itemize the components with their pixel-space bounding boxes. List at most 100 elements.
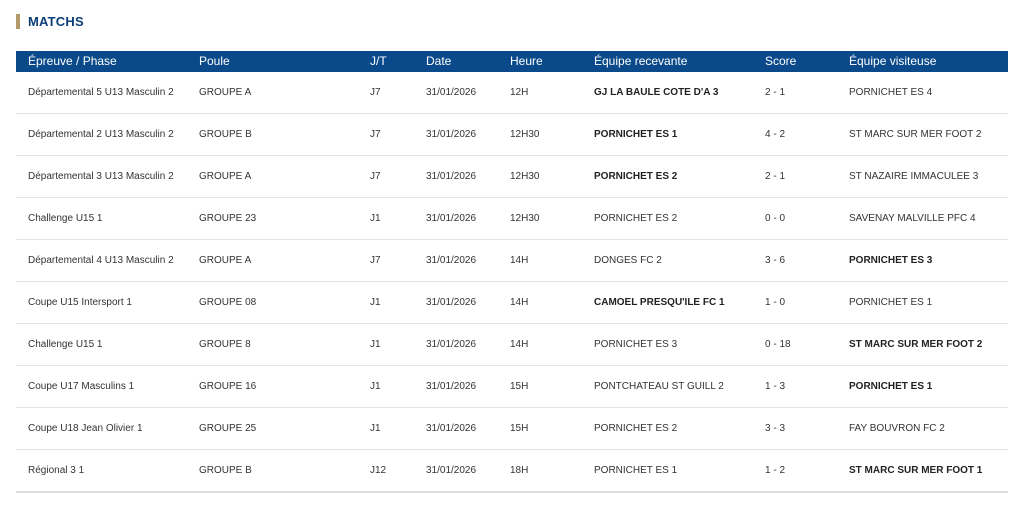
cell-epreuve: Départemental 2 U13 Masculin 2: [16, 113, 187, 156]
table-row[interactable]: Départemental 3 U13 Masculin 2 GROUPE A J7…: [16, 155, 1008, 198]
cell-equipe-recevante[interactable]: PORNICHET ES 2: [582, 197, 753, 240]
section-title: MATCHS: [28, 14, 84, 29]
section-header: MATCHS: [16, 14, 84, 29]
cell-jt: J1: [358, 407, 414, 450]
cell-epreuve: Challenge U15 1: [16, 323, 187, 366]
cell-equipe-recevante[interactable]: PORNICHET ES 2: [582, 407, 753, 450]
cell-equipe-visiteuse[interactable]: ST MARC SUR MER FOOT 2: [837, 113, 1008, 156]
cell-heure: 14H: [498, 323, 582, 366]
header-equipe-visiteuse[interactable]: Équipe visiteuse: [849, 54, 937, 68]
cell-poule: GROUPE 25: [187, 407, 358, 450]
cell-epreuve: Départemental 3 U13 Masculin 2: [16, 155, 187, 198]
header-heure[interactable]: Heure: [510, 54, 543, 68]
table-row[interactable]: Départemental 2 U13 Masculin 2 GROUPE B J7…: [16, 113, 1008, 156]
cell-heure: 12H30: [498, 155, 582, 198]
cell-epreuve: Coupe U15 Intersport 1: [16, 281, 187, 324]
table-row[interactable]: Challenge U15 1 GROUPE 23 J1 31/01/2026 12H3…: [16, 197, 1008, 240]
cell-equipe-visiteuse[interactable]: PORNICHET ES 1: [837, 281, 1008, 324]
cell-epreuve: Coupe U18 Jean Olivier 1: [16, 407, 187, 450]
cell-jt: J7: [358, 155, 414, 198]
cell-equipe-recevante[interactable]: PORNICHET ES 1: [582, 449, 753, 493]
cell-heure: 12H30: [498, 197, 582, 240]
cell-heure: 15H: [498, 407, 582, 450]
cell-poule: GROUPE A: [187, 155, 358, 198]
cell-epreuve: Départemental 5 U13 Masculin 2: [16, 72, 187, 114]
cell-equipe-recevante[interactable]: CAMOEL PRESQU'ILE FC 1: [582, 281, 753, 324]
table-row[interactable]: Coupe U17 Masculins 1 GROUPE 16 J1 31/01/20…: [16, 365, 1008, 408]
cell-date: 31/01/2026: [414, 365, 498, 408]
cell-date: 31/01/2026: [414, 197, 498, 240]
cell-score: 3 - 3: [753, 407, 837, 450]
cell-jt: J7: [358, 72, 414, 114]
cell-poule: GROUPE 16: [187, 365, 358, 408]
cell-equipe-recevante[interactable]: PORNICHET ES 1: [582, 113, 753, 156]
cell-score: 2 - 1: [753, 155, 837, 198]
header-jt[interactable]: J/T: [370, 54, 387, 68]
cell-poule: GROUPE 08: [187, 281, 358, 324]
header-equipe-recevante[interactable]: Équipe recevante: [594, 54, 688, 68]
header-score[interactable]: Score: [765, 54, 797, 68]
cell-heure: 14H: [498, 239, 582, 282]
matches-table: Épreuve / Phase Poule J/T Date Heure Équ…: [16, 51, 1008, 493]
cell-epreuve: Coupe U17 Masculins 1: [16, 365, 187, 408]
cell-epreuve: Challenge U15 1: [16, 197, 187, 240]
cell-date: 31/01/2026: [414, 449, 498, 493]
table-row[interactable]: Challenge U15 1 GROUPE 8 J1 31/01/2026 14H PO…: [16, 323, 1008, 366]
cell-score: 4 - 2: [753, 113, 837, 156]
cell-jt: J7: [358, 239, 414, 282]
cell-poule: GROUPE 23: [187, 197, 358, 240]
cell-jt: J7: [358, 113, 414, 156]
cell-jt: J1: [358, 323, 414, 366]
cell-equipe-visiteuse[interactable]: PORNICHET ES 3: [837, 239, 1008, 282]
cell-jt: J1: [358, 281, 414, 324]
header-date[interactable]: Date: [426, 54, 452, 68]
cell-equipe-visiteuse[interactable]: PORNICHET ES 1: [837, 365, 1008, 408]
cell-score: 0 - 0: [753, 197, 837, 240]
cell-poule: GROUPE 8: [187, 323, 358, 366]
cell-score: 1 - 2: [753, 449, 837, 493]
cell-equipe-visiteuse[interactable]: ST MARC SUR MER FOOT 1: [837, 449, 1008, 493]
cell-jt: J1: [358, 197, 414, 240]
cell-date: 31/01/2026: [414, 281, 498, 324]
cell-date: 31/01/2026: [414, 323, 498, 366]
table-body: Départemental 5 U13 Masculin 2 GROUPE A J7…: [16, 72, 1008, 493]
cell-heure: 18H: [498, 449, 582, 493]
cell-equipe-recevante[interactable]: GJ LA BAULE COTE D'A 3: [582, 72, 753, 114]
header-poule[interactable]: Poule: [199, 54, 230, 68]
table-row[interactable]: Coupe U18 Jean Olivier 1 GROUPE 25 J1 31/01…: [16, 407, 1008, 450]
cell-equipe-visiteuse[interactable]: ST MARC SUR MER FOOT 2: [837, 323, 1008, 366]
cell-epreuve: Régional 3 1: [16, 449, 187, 493]
cell-score: 3 - 6: [753, 239, 837, 282]
cell-equipe-visiteuse[interactable]: ST NAZAIRE IMMACULEE 3: [837, 155, 1008, 198]
cell-equipe-recevante[interactable]: PONTCHATEAU ST GUILL 2: [582, 365, 753, 408]
table-row[interactable]: Départemental 5 U13 Masculin 2 GROUPE A J7…: [16, 72, 1008, 114]
table-row[interactable]: Départemental 4 U13 Masculin 2 GROUPE A J7…: [16, 239, 1008, 282]
cell-date: 31/01/2026: [414, 155, 498, 198]
cell-poule: GROUPE A: [187, 72, 358, 114]
cell-equipe-visiteuse[interactable]: PORNICHET ES 4: [837, 72, 1008, 114]
cell-heure: 15H: [498, 365, 582, 408]
cell-equipe-recevante[interactable]: PORNICHET ES 3: [582, 323, 753, 366]
cell-equipe-recevante[interactable]: DONGES FC 2: [582, 239, 753, 282]
table-row[interactable]: Régional 3 1 GROUPE B J12 31/01/2026 18H PORN…: [16, 449, 1008, 493]
matches-table-wrapper: Épreuve / Phase Poule J/T Date Heure Équ…: [16, 51, 1008, 493]
cell-date: 31/01/2026: [414, 239, 498, 282]
cell-score: 2 - 1: [753, 72, 837, 114]
cell-heure: 14H: [498, 281, 582, 324]
cell-equipe-recevante[interactable]: PORNICHET ES 2: [582, 155, 753, 198]
cell-epreuve: Départemental 4 U13 Masculin 2: [16, 239, 187, 282]
cell-equipe-visiteuse[interactable]: SAVENAY MALVILLE PFC 4: [837, 197, 1008, 240]
cell-poule: GROUPE B: [187, 113, 358, 156]
cell-score: 1 - 0: [753, 281, 837, 324]
cell-poule: GROUPE A: [187, 239, 358, 282]
table-row[interactable]: Coupe U15 Intersport 1 GROUPE 08 J1 31/01/2…: [16, 281, 1008, 324]
cell-poule: GROUPE B: [187, 449, 358, 493]
cell-jt: J1: [358, 365, 414, 408]
table-header-row: Épreuve / Phase Poule J/T Date Heure Équ…: [16, 51, 1008, 72]
header-epreuve[interactable]: Épreuve / Phase: [28, 54, 117, 68]
cell-score: 0 - 18: [753, 323, 837, 366]
cell-date: 31/01/2026: [414, 407, 498, 450]
cell-score: 1 - 3: [753, 365, 837, 408]
title-accent-bar: [16, 14, 20, 29]
cell-equipe-visiteuse[interactable]: FAY BOUVRON FC 2: [837, 407, 1008, 450]
